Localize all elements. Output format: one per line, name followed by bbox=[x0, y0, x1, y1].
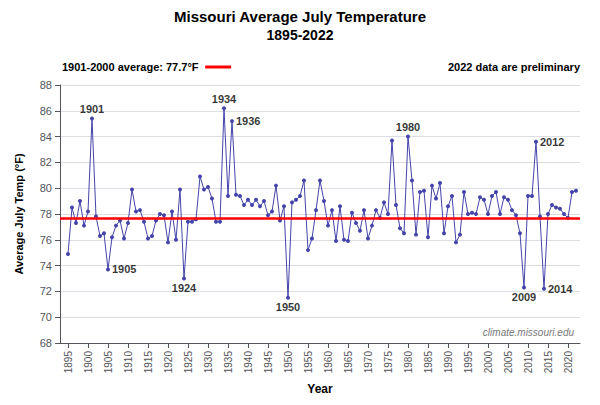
svg-text:1930: 1930 bbox=[203, 351, 214, 374]
svg-text:1935: 1935 bbox=[223, 351, 234, 374]
svg-text:2022 data are preliminary: 2022 data are preliminary bbox=[448, 61, 581, 73]
svg-text:88: 88 bbox=[40, 79, 52, 91]
svg-text:1905: 1905 bbox=[103, 351, 114, 374]
svg-text:2010: 2010 bbox=[523, 351, 534, 374]
svg-text:1901: 1901 bbox=[80, 103, 104, 115]
svg-text:1955: 1955 bbox=[303, 351, 314, 374]
svg-text:1990: 1990 bbox=[443, 351, 454, 374]
svg-text:1950: 1950 bbox=[276, 301, 300, 313]
svg-text:1945: 1945 bbox=[263, 351, 274, 374]
svg-text:climate.missouri.edu: climate.missouri.edu bbox=[483, 327, 575, 338]
svg-text:1905: 1905 bbox=[112, 263, 136, 275]
svg-text:2014: 2014 bbox=[548, 283, 573, 295]
svg-text:2015: 2015 bbox=[543, 351, 554, 374]
svg-text:72: 72 bbox=[40, 285, 52, 297]
svg-text:1980: 1980 bbox=[396, 121, 420, 133]
svg-text:1925: 1925 bbox=[183, 351, 194, 374]
svg-text:1985: 1985 bbox=[423, 351, 434, 374]
svg-text:1924: 1924 bbox=[172, 282, 197, 294]
svg-text:1920: 1920 bbox=[163, 351, 174, 374]
svg-text:2005: 2005 bbox=[503, 351, 514, 374]
svg-text:1910: 1910 bbox=[123, 351, 134, 374]
svg-text:1970: 1970 bbox=[363, 351, 374, 374]
svg-text:1940: 1940 bbox=[243, 351, 254, 374]
svg-text:1960: 1960 bbox=[323, 351, 334, 374]
svg-text:2009: 2009 bbox=[512, 291, 536, 303]
svg-text:2020: 2020 bbox=[563, 351, 574, 374]
svg-text:1934: 1934 bbox=[212, 93, 237, 105]
svg-text:76: 76 bbox=[40, 234, 52, 246]
svg-text:1975: 1975 bbox=[383, 351, 394, 374]
svg-text:1901-2000 average: 77.7°F: 1901-2000 average: 77.7°F bbox=[62, 61, 199, 73]
svg-text:86: 86 bbox=[40, 105, 52, 117]
svg-text:1915: 1915 bbox=[143, 351, 154, 374]
svg-text:80: 80 bbox=[40, 182, 52, 194]
svg-text:2000: 2000 bbox=[483, 351, 494, 374]
svg-text:1895: 1895 bbox=[63, 351, 74, 374]
svg-text:78: 78 bbox=[40, 208, 52, 220]
svg-text:1950: 1950 bbox=[283, 351, 294, 374]
svg-text:1965: 1965 bbox=[343, 351, 354, 374]
svg-text:1980: 1980 bbox=[403, 351, 414, 374]
svg-text:2012: 2012 bbox=[540, 136, 564, 148]
svg-text:74: 74 bbox=[40, 260, 52, 272]
svg-text:Missouri Average July Temperat: Missouri Average July Temperature bbox=[174, 8, 426, 25]
svg-text:Average July Temp (°F): Average July Temp (°F) bbox=[13, 153, 25, 274]
svg-text:84: 84 bbox=[40, 131, 52, 143]
svg-text:1936: 1936 bbox=[236, 115, 260, 127]
svg-text:1995: 1995 bbox=[463, 351, 474, 374]
svg-text:70: 70 bbox=[40, 311, 52, 323]
svg-text:1900: 1900 bbox=[83, 351, 94, 374]
svg-text:Year: Year bbox=[307, 382, 333, 396]
svg-text:1895-2022: 1895-2022 bbox=[267, 27, 334, 43]
svg-text:68: 68 bbox=[40, 337, 52, 349]
svg-text:82: 82 bbox=[40, 156, 52, 168]
